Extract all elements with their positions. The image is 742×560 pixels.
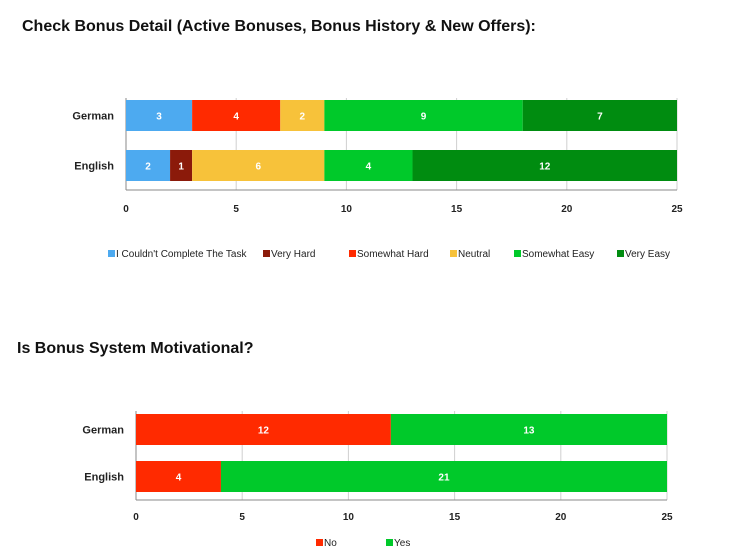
data-label: 4	[366, 162, 372, 173]
x-tick-label: 5	[233, 204, 239, 215]
x-tick-label: 15	[449, 512, 461, 523]
chart-title-bonus-detail: Check Bonus Detail (Active Bonuses, Bonu…	[22, 18, 536, 35]
legend-swatch	[514, 250, 521, 257]
bar-segment	[170, 150, 193, 181]
bar-segment	[192, 150, 325, 181]
y-tick-label: English	[74, 161, 114, 173]
bar-segment	[412, 150, 677, 181]
legend-label: Somewhat Hard	[357, 249, 429, 260]
x-tick-label: 25	[661, 512, 673, 523]
data-label: 4	[233, 112, 239, 123]
legend-swatch	[349, 250, 356, 257]
data-label: 13	[523, 426, 535, 437]
bar-segment	[126, 100, 193, 131]
legend-label: Very Hard	[271, 249, 315, 260]
data-label: 3	[156, 112, 162, 123]
legend-swatch	[386, 539, 393, 546]
bar-segment	[390, 414, 667, 445]
bar-segment	[126, 150, 171, 181]
bar-segment	[324, 100, 523, 131]
legend-label: Very Easy	[625, 249, 670, 260]
x-tick-label: 20	[561, 204, 573, 215]
data-label: 21	[438, 473, 450, 484]
bar-segment	[192, 100, 281, 131]
x-tick-label: 20	[555, 512, 567, 523]
y-tick-label: English	[84, 472, 124, 484]
data-label: 2	[145, 162, 151, 173]
x-tick-label: 15	[451, 204, 463, 215]
y-tick-label: German	[72, 111, 114, 123]
bar-segment	[220, 461, 667, 492]
legend-swatch	[450, 250, 457, 257]
legend-label: Yes	[394, 538, 410, 549]
legend-swatch	[316, 539, 323, 546]
legend-label: No	[324, 538, 337, 549]
data-label: 7	[597, 112, 603, 123]
x-tick-label: 5	[239, 512, 245, 523]
chart-title-motivational: Is Bonus System Motivational?	[17, 340, 254, 357]
data-label: 9	[421, 112, 427, 123]
data-label: 12	[539, 162, 551, 173]
x-tick-label: 10	[343, 512, 355, 523]
data-label: 6	[255, 162, 261, 173]
data-label: 12	[258, 426, 270, 437]
bar-segment	[522, 100, 677, 131]
x-tick-label: 0	[123, 204, 129, 215]
data-label: 4	[176, 473, 182, 484]
x-tick-label: 25	[671, 204, 683, 215]
legend-label: Somewhat Easy	[522, 249, 594, 260]
y-tick-label: German	[82, 425, 124, 437]
x-tick-label: 10	[341, 204, 353, 215]
legend-swatch	[108, 250, 115, 257]
bar-segment	[136, 461, 221, 492]
bar-segment	[280, 100, 325, 131]
legend-swatch	[263, 250, 270, 257]
data-label: 2	[300, 112, 306, 123]
legend-swatch	[617, 250, 624, 257]
bar-segment	[136, 414, 391, 445]
bar-segment	[324, 150, 413, 181]
data-label: 1	[178, 162, 184, 173]
x-tick-label: 0	[133, 512, 139, 523]
legend-label: Neutral	[458, 249, 490, 260]
legend-label: I Couldn't Complete The Task	[116, 249, 247, 260]
